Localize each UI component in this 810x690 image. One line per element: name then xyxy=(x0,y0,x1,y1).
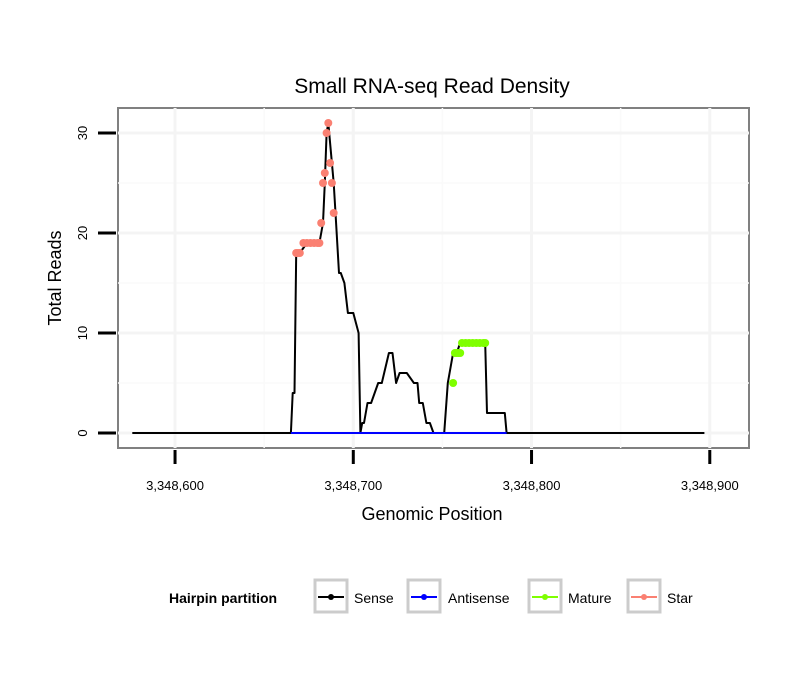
y-tick-label: 30 xyxy=(75,126,90,140)
point-star xyxy=(317,219,326,227)
point-star xyxy=(295,249,304,257)
legend: Hairpin partition Sense Antisense Mature… xyxy=(169,578,693,614)
legend-key-antisense-point xyxy=(421,594,427,600)
x-axis-title: Genomic Position xyxy=(361,504,502,524)
point-star xyxy=(326,159,335,167)
legend-item-sense: Sense xyxy=(313,578,394,614)
point-star xyxy=(320,169,329,177)
x-tick-label: 3,348,700 xyxy=(324,478,382,493)
x-axis: 3,348,600 3,348,700 3,348,800 3,348,900 xyxy=(146,450,739,493)
legend-title: Hairpin partition xyxy=(169,590,277,606)
legend-label-mature: Mature xyxy=(568,590,612,606)
x-tick-label: 3,348,600 xyxy=(146,478,204,493)
legend-item-star: Star xyxy=(626,578,693,614)
legend-label-antisense: Antisense xyxy=(448,590,510,606)
y-tick-label: 10 xyxy=(75,326,90,340)
y-tick-label: 0 xyxy=(75,429,90,436)
point-star xyxy=(327,179,336,187)
legend-key-star-point xyxy=(641,594,647,600)
y-tick-label: 20 xyxy=(75,226,90,240)
y-axis: 0 10 20 30 xyxy=(75,126,116,437)
chart-title: Small RNA-seq Read Density xyxy=(294,75,570,98)
plot-panel xyxy=(117,107,750,449)
legend-item-antisense: Antisense xyxy=(406,578,510,614)
point-star xyxy=(324,119,333,127)
x-tick-label: 3,348,800 xyxy=(503,478,561,493)
series-layer xyxy=(132,119,705,434)
legend-label-star: Star xyxy=(667,590,693,606)
legend-item-mature: Mature xyxy=(527,578,612,614)
x-tick-label: 3,348,900 xyxy=(681,478,739,493)
point-star xyxy=(319,179,327,187)
point-mature xyxy=(481,339,490,347)
point-star xyxy=(315,239,324,247)
point-star xyxy=(329,209,338,217)
legend-label-sense: Sense xyxy=(354,590,394,606)
legend-key-mature-point xyxy=(542,594,548,600)
point-star xyxy=(322,129,331,137)
legend-key-sense-point xyxy=(328,594,334,600)
y-axis-title: Total Reads xyxy=(45,230,65,325)
point-mature xyxy=(449,379,458,387)
point-mature xyxy=(456,349,465,357)
